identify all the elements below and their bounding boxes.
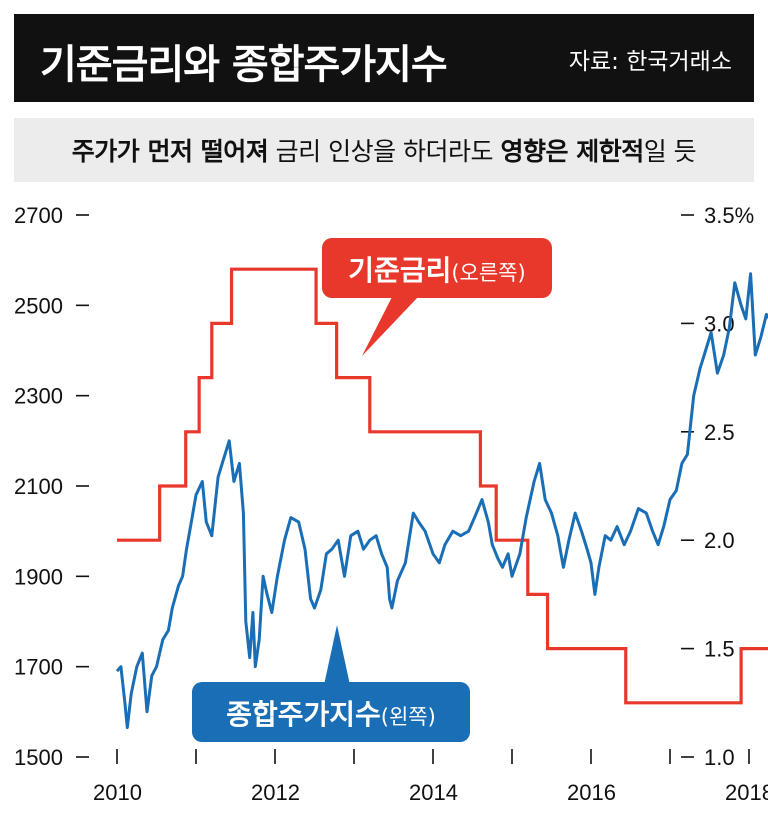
left-tick-label: 2500 xyxy=(14,293,63,318)
right-axis: 3.5%3.02.52.01.51.0 xyxy=(681,203,754,770)
left-tick-label: 1900 xyxy=(14,564,63,589)
index-legend-name: 종합주가지수 xyxy=(226,698,381,731)
x-axis: 2010 2012 2014 2016 2018년 xyxy=(93,749,768,805)
index-callout-label: 종합주가지수(왼쪽) xyxy=(226,698,436,731)
callouts: 기준금리(오른쪽) 종합주가지수(왼쪽) xyxy=(192,238,552,742)
rate-legend-name: 기준금리 xyxy=(348,254,451,287)
left-tick-label: 1500 xyxy=(14,745,63,770)
subtitle-normal-1: 금리 인상을 하더라도 xyxy=(268,137,501,166)
chart-title: 기준금리와 종합주가지수 xyxy=(40,42,448,88)
x-tick-label: 2010 xyxy=(93,780,142,805)
source-note: 자료: 한국거래소 xyxy=(568,49,732,75)
subtitle-bar: 주가가 먼저 떨어져 금리 인상을 하더라도 영향은 제한적일 듯 xyxy=(14,118,754,182)
left-tick-label: 2700 xyxy=(14,203,63,228)
series-lines xyxy=(115,267,768,730)
subtitle: 주가가 먼저 떨어져 금리 인상을 하더라도 영향은 제한적일 듯 xyxy=(14,132,754,168)
x-tick-label: 2018년 xyxy=(725,780,768,805)
rate-legend-suffix: (오른쪽) xyxy=(451,261,525,285)
left-tick-label: 2100 xyxy=(14,474,63,499)
subtitle-normal-2: 일 듯 xyxy=(643,137,697,166)
right-tick-label: 2.5 xyxy=(704,420,735,445)
right-tick-label: 1.0 xyxy=(704,745,735,770)
subtitle-bold-1: 주가가 먼저 떨어져 xyxy=(71,137,269,166)
left-tick-label: 2300 xyxy=(14,384,63,409)
index-callout-box xyxy=(192,682,470,742)
right-tick-label: 2.0 xyxy=(704,528,735,553)
index-legend-suffix: (왼쪽) xyxy=(381,705,436,729)
subtitle-bold-2: 영향은 제한적 xyxy=(500,137,645,166)
right-tick-label: 3.5% xyxy=(704,203,754,228)
rate-callout-box xyxy=(322,238,552,298)
x-tick-label: 2012 xyxy=(251,780,300,805)
x-tick-label: 2014 xyxy=(409,780,458,805)
index-callout-pointer xyxy=(324,625,350,685)
left-tick-label: 1700 xyxy=(14,655,63,680)
x-tick-label: 2016 xyxy=(567,780,616,805)
series-line-index xyxy=(115,272,768,730)
rate-callout-label: 기준금리(오른쪽) xyxy=(348,254,525,287)
series-line-rate xyxy=(117,267,768,705)
left-axis: 2700 2500 2300 2100 1900 1700 1500 xyxy=(14,203,89,770)
right-tick-label: 1.5 xyxy=(704,637,735,662)
header-bar: 기준금리와 종합주가지수 자료: 한국거래소 xyxy=(14,14,754,102)
rate-callout-pointer xyxy=(362,297,418,356)
